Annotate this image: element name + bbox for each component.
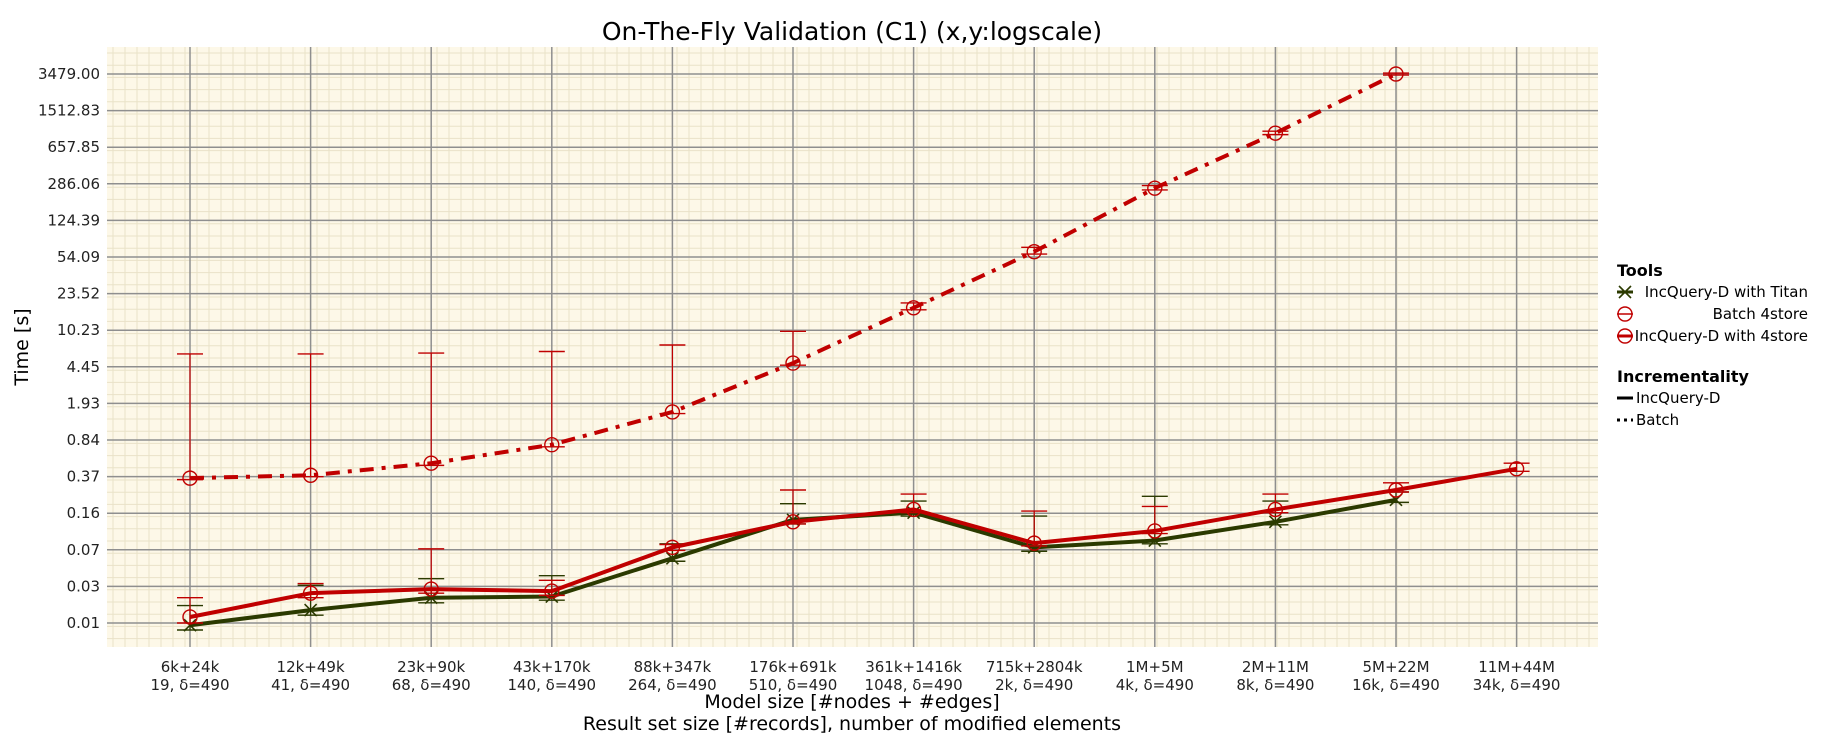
data-point xyxy=(304,603,318,617)
data-point xyxy=(1147,180,1163,196)
data-point xyxy=(1267,501,1284,518)
data-point xyxy=(1026,535,1042,551)
x-tick-label: 6k+24k xyxy=(161,658,220,676)
y-tick-label: 0.16 xyxy=(67,504,100,522)
data-point xyxy=(785,514,801,530)
y-tick-label: 0.03 xyxy=(67,577,100,595)
legend-marker xyxy=(1617,306,1633,322)
data-point xyxy=(182,470,198,486)
y-tick-label: 1512.83 xyxy=(38,102,100,120)
y-tick-label: 4.45 xyxy=(67,358,100,376)
x-marker-stroke xyxy=(1618,285,1632,299)
data-point xyxy=(1388,66,1404,82)
y-tick-label: 0.37 xyxy=(67,468,100,486)
legend-incrementality-title: Incrementality xyxy=(1617,367,1750,386)
y-tick-label: 10.23 xyxy=(57,321,100,339)
data-point xyxy=(1508,461,1525,477)
y-axis-label: Time [s] xyxy=(11,308,33,386)
legend-tools-item: IncQuery-D with Titan xyxy=(1645,283,1808,301)
x-tick-sublabel: 2k, δ=490 xyxy=(995,676,1073,694)
data-point xyxy=(544,583,560,599)
y-tick-label: 54.09 xyxy=(57,248,100,266)
x-tick-label: 2M+11M xyxy=(1242,658,1309,676)
y-tick-label: 124.39 xyxy=(48,211,101,229)
legend: Tools Incrementality IncQuery-D with Tit… xyxy=(1617,261,1808,429)
y-tick-label: 0.07 xyxy=(67,541,100,559)
x-tick-label: 176k+691k xyxy=(749,658,837,676)
x-tick-label: 5M+22M xyxy=(1362,658,1429,676)
series-line xyxy=(189,72,1397,481)
x-tick-label: 43k+170k xyxy=(513,658,591,676)
legend-incrementality-item: Batch xyxy=(1636,411,1679,429)
x-marker-stroke xyxy=(183,618,197,632)
x-tick-sublabel: 140, δ=490 xyxy=(508,676,597,694)
data-point xyxy=(1388,482,1404,498)
x-tick-sublabel: 34k, δ=490 xyxy=(1473,676,1561,694)
data-point xyxy=(183,618,197,632)
x-tick-label: 11M+44M xyxy=(1478,658,1555,676)
legend-marker xyxy=(1618,285,1632,299)
x-tick-sublabel: 1048, δ=490 xyxy=(865,676,963,694)
data-point xyxy=(665,551,679,565)
y-tick-label: 657.85 xyxy=(48,138,101,156)
series xyxy=(177,66,1530,632)
y-tick-label: 23.52 xyxy=(57,285,100,303)
x-tick-label: 23k+90k xyxy=(397,658,465,676)
x-tick-label: 361k+1416k xyxy=(865,658,962,676)
legend-tools-title: Tools xyxy=(1617,261,1663,280)
data-point xyxy=(905,501,922,518)
x-axis-sublabel: Result set size [#records], number of mo… xyxy=(583,713,1121,735)
y-tick-label: 3479.00 xyxy=(38,65,100,83)
data-point xyxy=(1147,523,1163,539)
x-marker-stroke xyxy=(304,603,318,617)
y-tick-label: 0.01 xyxy=(67,614,100,632)
x-marker-stroke xyxy=(665,551,679,565)
x-tick-sublabel: 8k, δ=490 xyxy=(1236,676,1314,694)
series-line xyxy=(189,466,1517,619)
x-marker-stroke xyxy=(545,589,559,604)
y-tick-label: 286.06 xyxy=(48,175,101,193)
legend-marker xyxy=(1617,328,1633,344)
x-tick-label: 12k+49k xyxy=(277,658,345,676)
y-tick-label: 0.84 xyxy=(67,431,100,449)
data-point xyxy=(423,581,439,597)
series-2 xyxy=(177,461,1530,625)
data-point xyxy=(302,467,319,483)
data-point xyxy=(664,404,681,420)
data-point xyxy=(182,609,198,625)
data-point xyxy=(1268,515,1282,529)
x-tick-sublabel: 16k, δ=490 xyxy=(1352,676,1440,694)
y-axis-ticks: 0.01 0.03 0.07 0.16 0.37 0.84 1.93 4.45 10.23 23.… xyxy=(38,65,100,632)
series-1 xyxy=(177,66,1409,486)
legend-incrementality-item: IncQuery-D xyxy=(1636,389,1720,407)
legend-tools-item: Batch 4store xyxy=(1713,305,1808,323)
x-tick-label: 1M+5M xyxy=(1126,658,1184,676)
x-tick-sublabel: 68, δ=490 xyxy=(392,676,471,694)
plot-area xyxy=(107,47,1598,647)
x-tick-sublabel: 510, δ=490 xyxy=(749,676,838,694)
data-point xyxy=(423,455,439,471)
data-point xyxy=(302,585,319,601)
x-tick-sublabel: 264, δ=490 xyxy=(628,676,717,694)
x-tick-sublabel: 4k, δ=490 xyxy=(1116,676,1194,694)
x-tick-label: 715k+2804k xyxy=(986,658,1083,676)
x-marker-stroke xyxy=(1268,515,1282,529)
data-point xyxy=(1026,243,1042,260)
data-point xyxy=(1267,125,1284,141)
data-point xyxy=(905,300,922,316)
x-tick-label: 88k+347k xyxy=(634,658,712,676)
x-tick-sublabel: 19, δ=490 xyxy=(151,676,230,694)
x-tick-sublabel: 41, δ=490 xyxy=(271,676,350,694)
data-point xyxy=(785,355,801,371)
y-tick-label: 1.93 xyxy=(67,394,100,412)
legend-tools-item: IncQuery-D with 4store xyxy=(1635,327,1808,345)
data-point xyxy=(664,539,681,556)
x-axis-label: Model size [#nodes + #edges] xyxy=(704,691,999,713)
data-point xyxy=(544,437,560,453)
chart-title: On-The-Fly Validation (C1) (x,y:logscale… xyxy=(602,17,1102,46)
